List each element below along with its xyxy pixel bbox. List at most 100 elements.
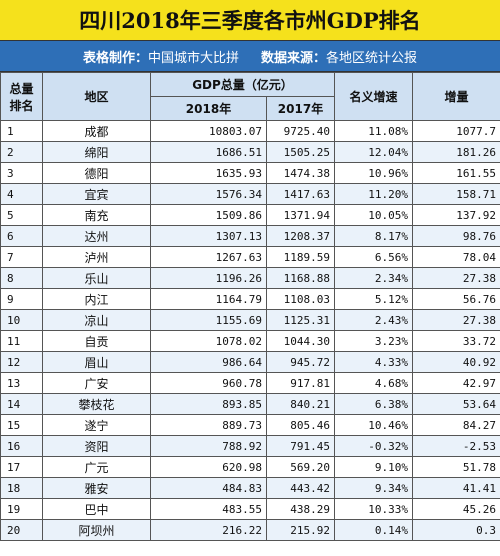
rank-cell: 14	[0, 393, 43, 415]
maker-value: 中国城市大比拼	[147, 50, 239, 66]
table-body: 1 成都 10803.07 9725.40 11.08% 1077.7 2 绵阳 1686.51…	[0, 120, 500, 541]
growth-cell: 4.68%	[334, 372, 414, 394]
region-cell: 达州	[42, 225, 151, 247]
growth-cell: 10.46%	[334, 414, 414, 436]
gdp-2018-cell: 1164.79	[150, 288, 267, 310]
growth-cell: 2.34%	[334, 267, 414, 289]
growth-cell: 0.14%	[334, 519, 414, 541]
table-row: 3 德阳 1635.93 1474.38 10.96% 161.55	[0, 162, 500, 184]
region-cell: 泸州	[42, 246, 151, 268]
gdp-2017-cell: 215.92	[265, 519, 336, 541]
increase-cell: 181.26	[412, 141, 500, 163]
region-cell: 巴中	[42, 498, 151, 520]
region-cell: 广元	[42, 456, 151, 478]
header-2017: 2017年	[265, 96, 336, 121]
growth-cell: 9.10%	[334, 456, 414, 478]
gdp-2017-cell: 791.45	[265, 435, 336, 457]
gdp-2017-cell: 569.20	[265, 456, 336, 478]
region-cell: 雅安	[42, 477, 151, 499]
region-cell: 宜宾	[42, 183, 151, 205]
header-rank-label: 总量 排名	[9, 81, 34, 113]
increase-cell: 27.38	[412, 309, 500, 331]
rank-cell: 1	[0, 120, 43, 142]
growth-cell: 8.17%	[334, 225, 414, 247]
region-cell: 内江	[42, 288, 151, 310]
growth-cell: 4.33%	[334, 351, 414, 373]
increase-cell: 53.64	[412, 393, 500, 415]
increase-cell: 78.04	[412, 246, 500, 268]
growth-cell: 2.43%	[334, 309, 414, 331]
gdp-2018-cell: 986.64	[150, 351, 267, 373]
gdp-2017-cell: 1189.59	[265, 246, 336, 268]
rank-cell: 6	[0, 225, 43, 247]
table-row: 6 达州 1307.13 1208.37 8.17% 98.76	[0, 225, 500, 247]
increase-cell: 45.26	[412, 498, 500, 520]
table-row: 9 内江 1164.79 1108.03 5.12% 56.76	[0, 288, 500, 310]
gdp-2017-cell: 1125.31	[265, 309, 336, 331]
rank-cell: 15	[0, 414, 43, 436]
growth-cell: 3.23%	[334, 330, 414, 352]
table-row: 10 凉山 1155.69 1125.31 2.43% 27.38	[0, 309, 500, 331]
increase-cell: 41.41	[412, 477, 500, 499]
increase-cell: 40.92	[412, 351, 500, 373]
header-increase: 增量	[412, 72, 500, 121]
gdp-2018-cell: 484.83	[150, 477, 267, 499]
table-row: 12 眉山 986.64 945.72 4.33% 40.92	[0, 351, 500, 373]
rank-cell: 12	[0, 351, 43, 373]
gdp-2017-cell: 945.72	[265, 351, 336, 373]
header-2018: 2018年	[150, 96, 267, 121]
growth-cell: -0.32%	[334, 435, 414, 457]
gdp-2018-cell: 216.22	[150, 519, 267, 541]
region-cell: 凉山	[42, 309, 151, 331]
source-value: 各地区统计公报	[326, 50, 418, 66]
gdp-2018-cell: 1635.93	[150, 162, 267, 184]
gdp-2017-cell: 1371.94	[265, 204, 336, 226]
gdp-2018-cell: 1155.69	[150, 309, 267, 331]
gdp-2017-cell: 438.29	[265, 498, 336, 520]
increase-cell: 158.71	[412, 183, 500, 205]
gdp-2018-cell: 1576.34	[150, 183, 267, 205]
gdp-2017-cell: 1168.88	[265, 267, 336, 289]
table-row: 2 绵阳 1686.51 1505.25 12.04% 181.26	[0, 141, 500, 163]
increase-cell: 84.27	[412, 414, 500, 436]
rank-cell: 2	[0, 141, 43, 163]
increase-cell: 42.97	[412, 372, 500, 394]
table-row: 13 广安 960.78 917.81 4.68% 42.97	[0, 372, 500, 394]
increase-cell: 161.55	[412, 162, 500, 184]
increase-cell: 27.38	[412, 267, 500, 289]
table-row: 20 阿坝州 216.22 215.92 0.14% 0.3	[0, 519, 500, 541]
gdp-2018-cell: 1509.86	[150, 204, 267, 226]
growth-cell: 10.96%	[334, 162, 414, 184]
table-row: 11 自贡 1078.02 1044.30 3.23% 33.72	[0, 330, 500, 352]
growth-cell: 10.05%	[334, 204, 414, 226]
table-row: 5 南充 1509.86 1371.94 10.05% 137.92	[0, 204, 500, 226]
gdp-2018-cell: 483.55	[150, 498, 267, 520]
table-row: 19 巴中 483.55 438.29 10.33% 45.26	[0, 498, 500, 520]
rank-cell: 3	[0, 162, 43, 184]
rank-cell: 19	[0, 498, 43, 520]
gdp-2018-cell: 893.85	[150, 393, 267, 415]
gdp-2017-cell: 917.81	[265, 372, 336, 394]
table-row: 14 攀枝花 893.85 840.21 6.38% 53.64	[0, 393, 500, 415]
gdp-2018-cell: 1078.02	[150, 330, 267, 352]
rank-cell: 9	[0, 288, 43, 310]
region-cell: 资阳	[42, 435, 151, 457]
header-rank: 总量 排名	[0, 72, 43, 121]
region-cell: 遂宁	[42, 414, 151, 436]
region-cell: 攀枝花	[42, 393, 151, 415]
table-subtitle: 表格制作： 中国城市大比拼 数据来源： 各地区统计公报	[0, 41, 500, 72]
gdp-2018-cell: 1267.63	[150, 246, 267, 268]
increase-cell: 33.72	[412, 330, 500, 352]
gdp-2018-cell: 788.92	[150, 435, 267, 457]
header-growth: 名义增速	[334, 72, 414, 121]
gdp-2017-cell: 1505.25	[265, 141, 336, 163]
header-region: 地区	[42, 72, 151, 121]
rank-cell: 17	[0, 456, 43, 478]
table-title: 四川2018年三季度各市州GDP排名	[0, 0, 500, 41]
rank-cell: 4	[0, 183, 43, 205]
gdp-2017-cell: 1044.30	[265, 330, 336, 352]
increase-cell: 1077.7	[412, 120, 500, 142]
growth-cell: 6.38%	[334, 393, 414, 415]
rank-cell: 20	[0, 519, 43, 541]
